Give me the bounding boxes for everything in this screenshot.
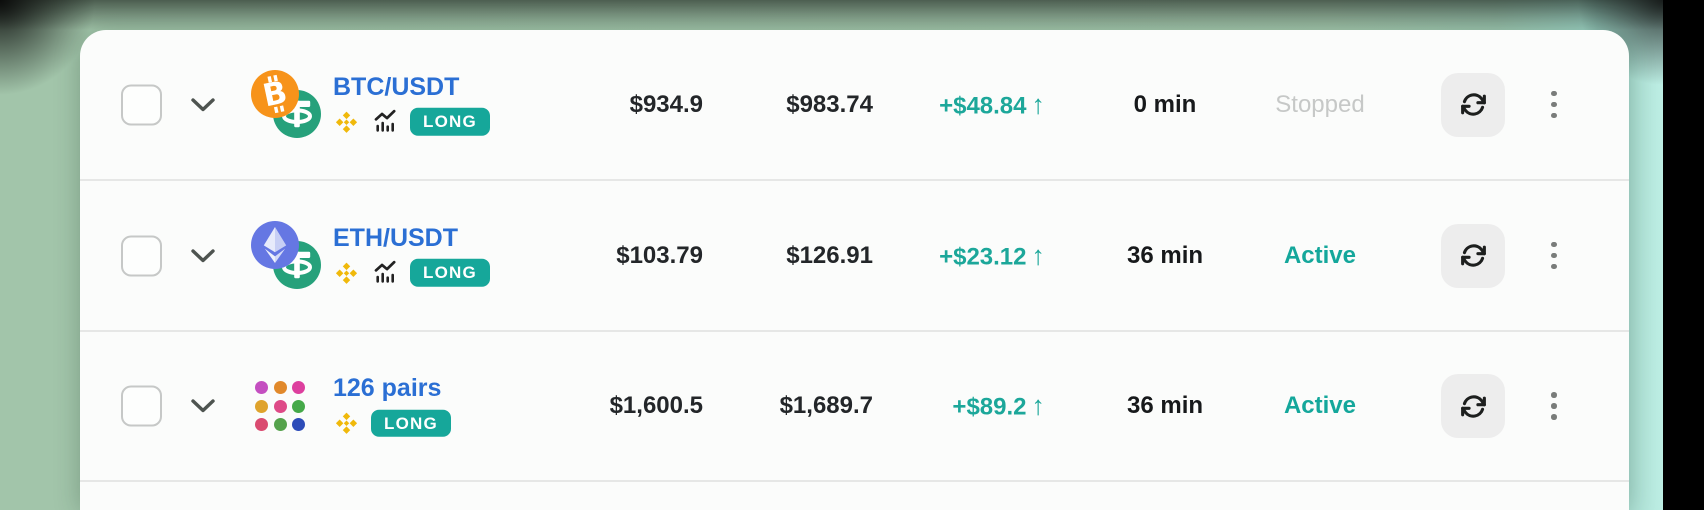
- profit-value: +$23.12 ↑: [870, 240, 1045, 271]
- refresh-icon: [1460, 394, 1486, 418]
- refresh-icon: [1460, 93, 1486, 116]
- btc-icon: B: [251, 69, 299, 118]
- table-row: ETH/USDT LONG $103.79 $126.91 +$23.12 ↑ 3…: [80, 181, 1629, 332]
- row-checkbox[interactable]: [121, 235, 162, 276]
- more-options-button[interactable]: [1542, 85, 1566, 125]
- profit-amount: +$23.12: [939, 243, 1027, 270]
- eth-usdt-pair-icon: [251, 220, 323, 291]
- bot-name-block: BTC/USDT LONG: [333, 73, 490, 136]
- runtime-value: 36 min: [1126, 241, 1204, 269]
- table-row: B BTC/USDT LONG $934.9 $983.74 +$48.84 ↑ …: [80, 30, 1629, 181]
- profit-value: +$89.2 ↑: [870, 391, 1045, 422]
- status-badge: Stopped: [1275, 90, 1365, 118]
- pairs-grid-icon: [255, 381, 305, 431]
- chevron-down-icon[interactable]: [190, 248, 216, 264]
- binance-icon: [335, 111, 358, 133]
- row-checkbox[interactable]: [121, 385, 162, 427]
- chevron-down-icon[interactable]: [190, 398, 216, 414]
- eth-icon: [251, 220, 299, 269]
- arrow-up-icon: ↑: [1031, 240, 1046, 270]
- runtime-value: 36 min: [1126, 392, 1204, 419]
- status-badge: Active: [1283, 392, 1357, 419]
- invested-value: $103.79: [616, 241, 703, 269]
- bot-name-block: ETH/USDT LONG: [333, 224, 490, 287]
- row-checkbox[interactable]: [121, 84, 162, 125]
- pair-name-link[interactable]: BTC/USDT: [333, 72, 460, 101]
- runtime-value: 0 min: [1133, 90, 1197, 118]
- binance-icon: [335, 262, 358, 284]
- side-badge: LONG: [410, 259, 490, 287]
- current-value: $983.74: [786, 90, 873, 118]
- invested-value: $1,600.5: [609, 392, 703, 419]
- chart-icon: [374, 260, 396, 285]
- restart-button[interactable]: [1441, 72, 1505, 137]
- status-badge: Active: [1283, 241, 1357, 269]
- current-value: $1,689.7: [779, 392, 873, 419]
- refresh-icon: [1460, 244, 1486, 267]
- chevron-down-icon[interactable]: [190, 97, 216, 113]
- bot-list-card: B BTC/USDT LONG $934.9 $983.74 +$48.84 ↑ …: [80, 30, 1629, 510]
- current-value: $126.91: [786, 241, 873, 269]
- more-options-button[interactable]: [1542, 386, 1566, 426]
- side-badge: LONG: [410, 108, 490, 136]
- next-row-sliver: [80, 482, 1629, 509]
- invested-value: $934.9: [629, 90, 703, 118]
- btc-usdt-pair-icon: B: [251, 69, 323, 140]
- side-badge: LONG: [371, 409, 451, 437]
- pair-name-link[interactable]: ETH/USDT: [333, 223, 458, 252]
- profit-value: +$48.84 ↑: [870, 89, 1045, 120]
- table-row: 126 pairs LONG $1,600.5 $1,689.7 +$89.2 ↑…: [80, 332, 1629, 482]
- pair-name-link[interactable]: 126 pairs: [333, 373, 442, 402]
- bot-name-block: 126 pairs LONG: [333, 373, 451, 438]
- restart-button[interactable]: [1441, 374, 1505, 438]
- more-options-button[interactable]: [1542, 236, 1566, 276]
- restart-button[interactable]: [1441, 223, 1505, 288]
- chart-icon: [374, 109, 396, 134]
- binance-icon: [335, 412, 358, 434]
- profit-amount: +$48.84: [939, 92, 1027, 119]
- profit-amount: +$89.2: [952, 393, 1027, 421]
- arrow-up-icon: ↑: [1031, 89, 1046, 119]
- arrow-up-icon: ↑: [1031, 390, 1046, 421]
